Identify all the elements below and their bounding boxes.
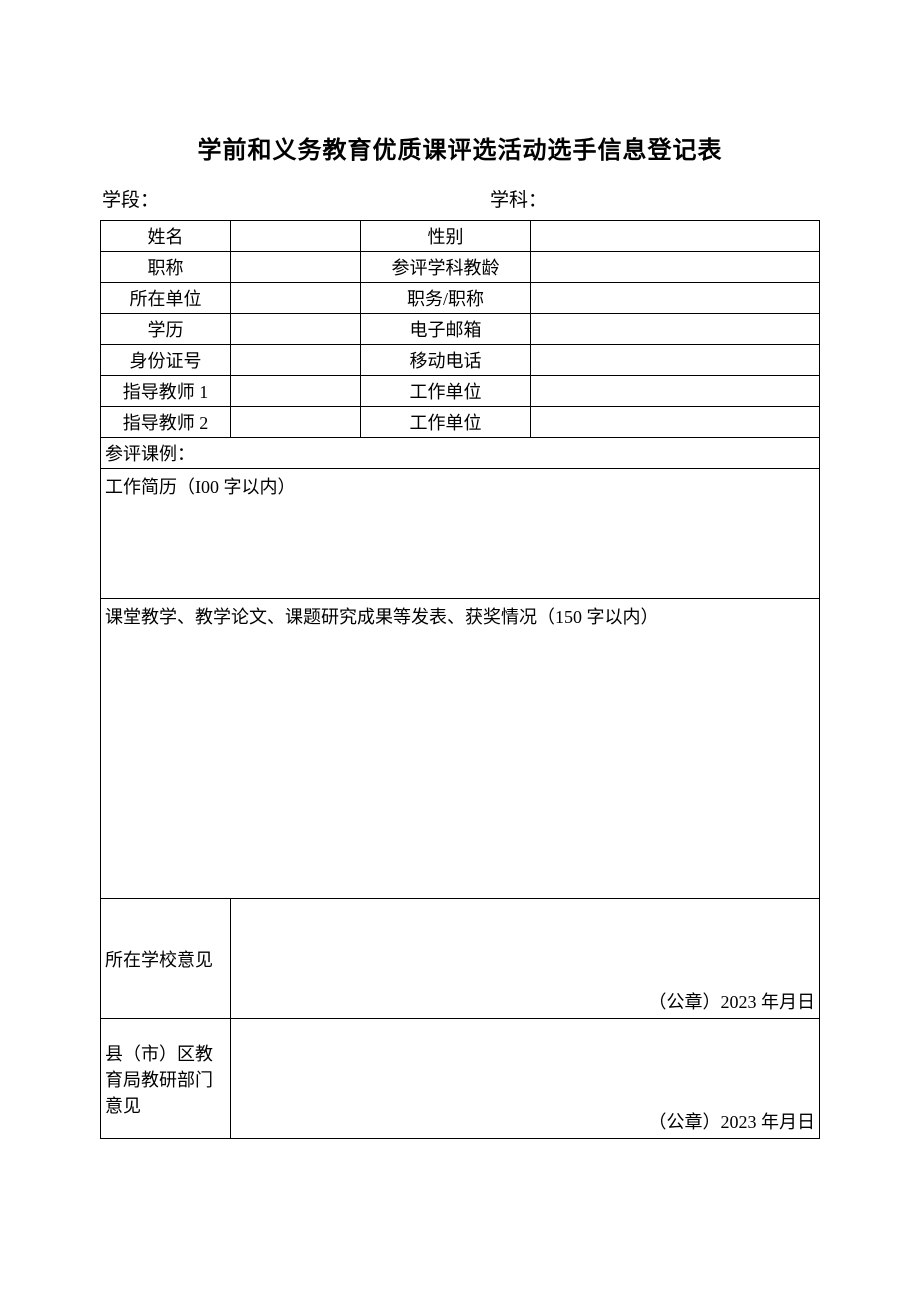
- table-row: 学历 电子邮箱: [101, 314, 820, 345]
- subject-field: 学科：: [430, 185, 818, 212]
- school-opinion-row: 所在学校意见 （公章）2023 年月日: [101, 899, 820, 1019]
- table-row: 指导教师 1 工作单位: [101, 376, 820, 407]
- school-opinion-stamp-date: （公章）2023 年月日: [649, 992, 816, 1012]
- title-value: [231, 252, 361, 283]
- name-value: [231, 221, 361, 252]
- gender-value: [531, 221, 820, 252]
- table-row: 指导教师 2 工作单位: [101, 407, 820, 438]
- subject-label: 学科：: [490, 190, 547, 211]
- stage-label: 学段：: [102, 190, 159, 211]
- bureau-opinion-row: 县（市）区教育局教研部门意见 （公章）2023 年月日: [101, 1019, 820, 1139]
- mentor2-label: 指导教师 2: [101, 407, 231, 438]
- mentor2-unit-value: [531, 407, 820, 438]
- mentor1-label: 指导教师 1: [101, 376, 231, 407]
- mentor1-value: [231, 376, 361, 407]
- education-value: [231, 314, 361, 345]
- resume-label: 工作简历（I00 字以内）: [105, 477, 296, 497]
- position-value: [531, 283, 820, 314]
- name-label: 姓名: [101, 221, 231, 252]
- registration-table: 姓名 性别 职称 参评学科教龄 所在单位 职务/职称 学历 电子邮箱 身份证号 …: [100, 220, 820, 1139]
- mentor1-unit-value: [531, 376, 820, 407]
- header-row: 学段： 学科：: [100, 185, 820, 212]
- table-row: 身份证号 移动电话: [101, 345, 820, 376]
- course-example-cell: 参评课例：: [101, 438, 820, 469]
- teaching-age-label: 参评学科教龄: [361, 252, 531, 283]
- school-opinion-value: （公章）2023 年月日: [231, 899, 820, 1019]
- email-label: 电子邮箱: [361, 314, 531, 345]
- bureau-opinion-label: 县（市）区教育局教研部门意见: [101, 1019, 231, 1139]
- position-label: 职务/职称: [361, 283, 531, 314]
- page-title: 学前和义务教育优质课评选活动选手信息登记表: [100, 130, 820, 165]
- resume-row: 工作简历（I00 字以内）: [101, 469, 820, 599]
- teaching-age-value: [531, 252, 820, 283]
- id-number-label: 身份证号: [101, 345, 231, 376]
- mobile-label: 移动电话: [361, 345, 531, 376]
- table-row: 职称 参评学科教龄: [101, 252, 820, 283]
- achievements-label: 课堂教学、教学论文、课题研究成果等发表、获奖情况（150 字以内）: [105, 607, 659, 627]
- id-number-value: [231, 345, 361, 376]
- education-label: 学历: [101, 314, 231, 345]
- mentor2-unit-label: 工作单位: [361, 407, 531, 438]
- school-opinion-label: 所在学校意见: [101, 899, 231, 1019]
- mentor2-value: [231, 407, 361, 438]
- unit-label: 所在单位: [101, 283, 231, 314]
- gender-label: 性别: [361, 221, 531, 252]
- resume-cell: 工作简历（I00 字以内）: [101, 469, 820, 599]
- title-label: 职称: [101, 252, 231, 283]
- achievements-cell: 课堂教学、教学论文、课题研究成果等发表、获奖情况（150 字以内）: [101, 599, 820, 899]
- bureau-opinion-value: （公章）2023 年月日: [231, 1019, 820, 1139]
- achievements-row: 课堂教学、教学论文、课题研究成果等发表、获奖情况（150 字以内）: [101, 599, 820, 899]
- table-row: 所在单位 职务/职称: [101, 283, 820, 314]
- bureau-opinion-stamp-date: （公章）2023 年月日: [649, 1112, 816, 1132]
- unit-value: [231, 283, 361, 314]
- mobile-value: [531, 345, 820, 376]
- course-example-row: 参评课例：: [101, 438, 820, 469]
- course-example-label: 参评课例：: [105, 444, 195, 464]
- email-value: [531, 314, 820, 345]
- mentor1-unit-label: 工作单位: [361, 376, 531, 407]
- table-row: 姓名 性别: [101, 221, 820, 252]
- stage-field: 学段：: [102, 185, 430, 212]
